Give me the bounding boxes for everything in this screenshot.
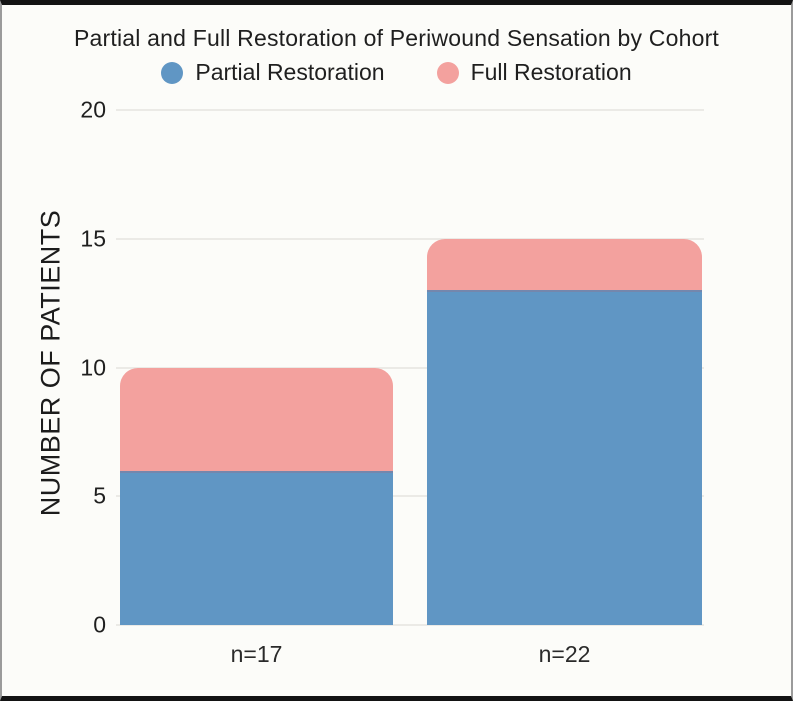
y-tick-label-0: 0 bbox=[93, 611, 106, 638]
legend-item-full-restoration: Full Restoration bbox=[436, 59, 632, 86]
gridline-5 bbox=[116, 495, 704, 498]
gridline-20 bbox=[116, 109, 704, 111]
gridline-15 bbox=[116, 237, 704, 240]
y-tick-label-15: 15 bbox=[80, 225, 106, 252]
chart-canvas: Partial and Full Restoration of Periwoun… bbox=[2, 5, 791, 696]
x-category-label-n=17: n=17 bbox=[230, 641, 283, 667]
bar-n=17 bbox=[120, 367, 393, 625]
x-category-label-n=22: n=22 bbox=[538, 641, 591, 667]
plot-area bbox=[116, 109, 704, 626]
gridline-10 bbox=[116, 366, 704, 369]
legend-label-full: Full Restoration bbox=[470, 59, 632, 85]
legend-label-partial: Partial Restoration bbox=[195, 59, 385, 85]
y-tick-label-5: 5 bbox=[93, 482, 106, 509]
legend-item-partial-restoration: Partial Restoration bbox=[161, 59, 385, 86]
gridline-0 bbox=[116, 624, 704, 626]
bar-n=22 bbox=[427, 238, 702, 625]
y-tick-label-20: 20 bbox=[80, 96, 106, 123]
chart-title: Partial and Full Restoration of Periwoun… bbox=[73, 25, 720, 51]
y-tick-label-10: 10 bbox=[80, 354, 106, 380]
legend-dot-partial-icon bbox=[161, 61, 184, 84]
legend-dot-full-icon bbox=[436, 61, 459, 84]
bar-segment-partial-n=22 bbox=[427, 290, 702, 625]
bar-segment-partial-n=17 bbox=[120, 470, 393, 625]
legend: Partial Restoration Full Restoration bbox=[2, 59, 791, 86]
